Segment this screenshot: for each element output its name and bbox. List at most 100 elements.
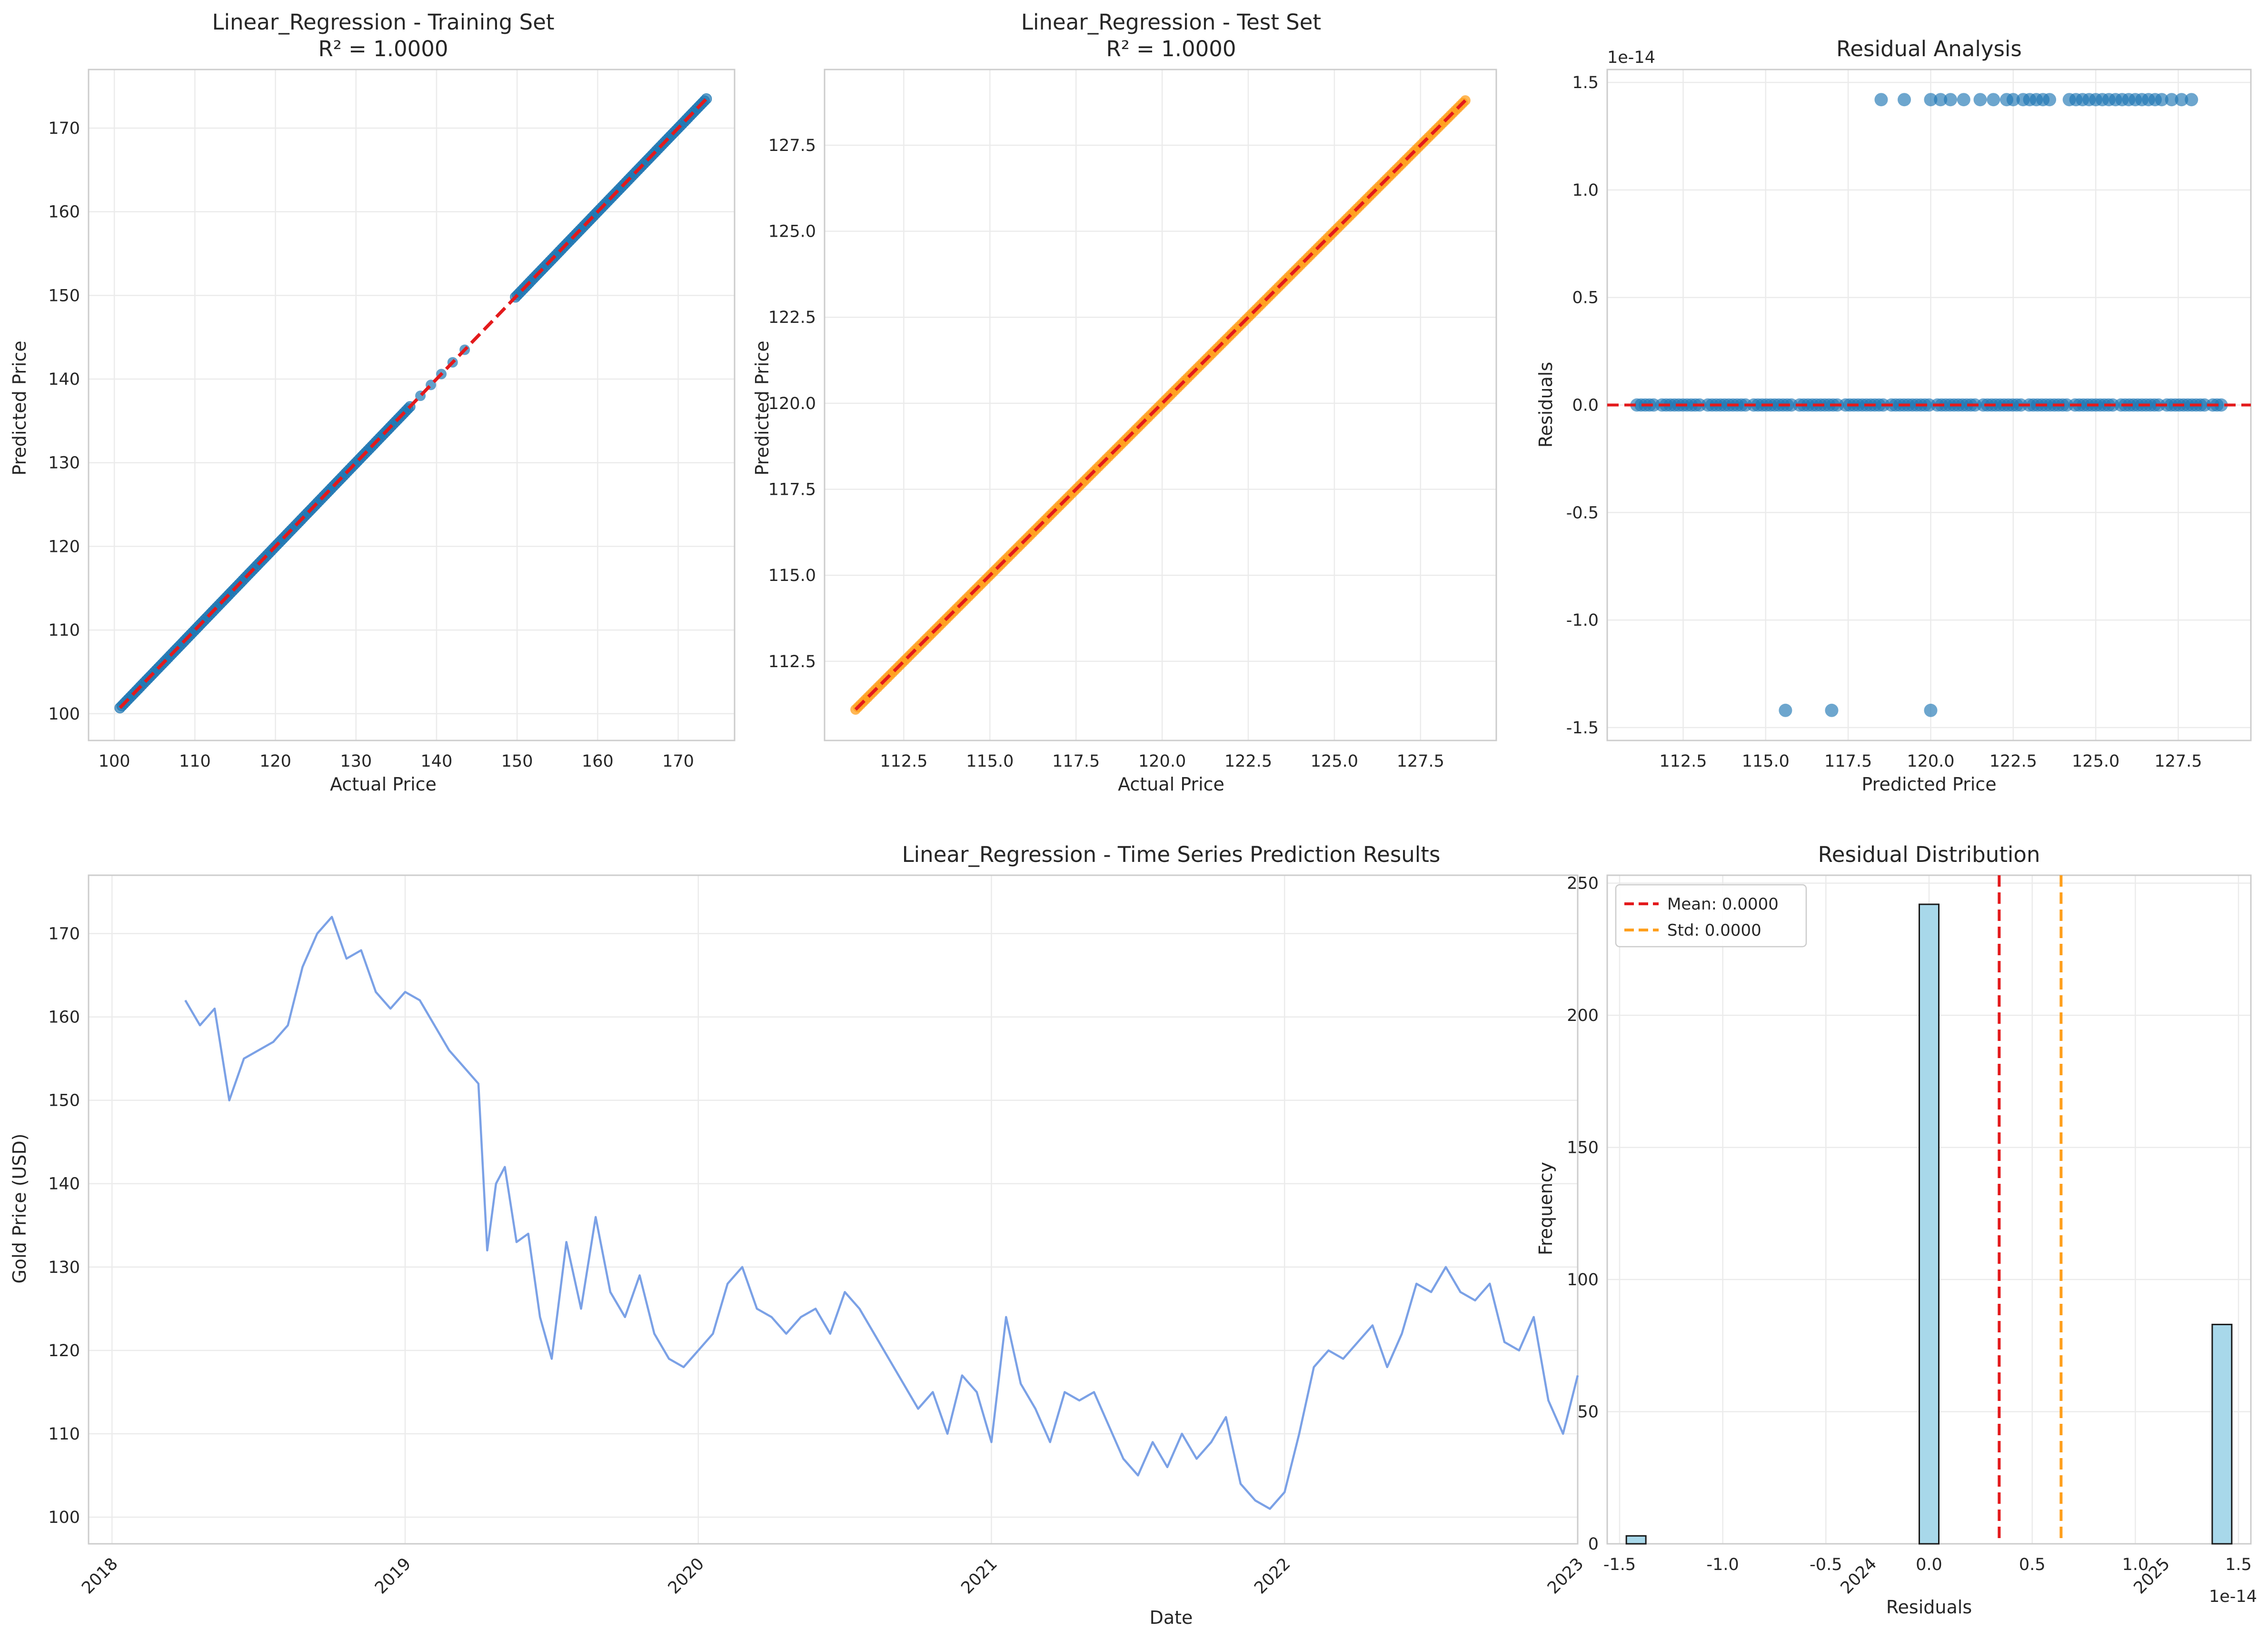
test-ytick-label: 112.5 — [768, 652, 816, 671]
test-subtitle: R² = 1.0000 — [1106, 36, 1236, 61]
training-xtick-label: 100 — [99, 752, 130, 771]
residual-analysis-title: Residual Analysis — [1836, 36, 2022, 61]
residual-distribution-ytick-label: 50 — [1577, 1403, 1599, 1422]
residual-analysis-xtick-label: 120.0 — [1907, 752, 1954, 771]
histogram-bars — [1625, 903, 2233, 1545]
residual-point — [2155, 93, 2169, 107]
test-ytick-label: 115.0 — [768, 566, 816, 585]
residual-analysis-xtick-label: 125.0 — [2072, 752, 2119, 771]
residual-distribution-title: Residual Distribution — [1818, 842, 2040, 867]
time-series-panel: Linear_Regression - Time Series Predicti… — [9, 842, 1440, 1628]
legend-box — [1615, 884, 1807, 948]
training-xtick-label: 110 — [179, 752, 211, 771]
residual-analysis-ytick-label: 0.0 — [1572, 396, 1599, 415]
time-series-frame — [88, 874, 1579, 1545]
histogram-bar — [1625, 1535, 1647, 1545]
residual-analysis-ytick-label: 1.5 — [1572, 73, 1599, 92]
test-ytick-label: 122.5 — [768, 308, 816, 327]
training-xtick-label: 140 — [421, 752, 453, 771]
residual-distribution-xtick-label: -1.0 — [1707, 1555, 1739, 1574]
time-series-ytick-label: 160 — [48, 1008, 80, 1027]
training-subtitle: R² = 1.0000 — [318, 36, 448, 61]
residual-analysis-ytick-label: -1.5 — [1566, 719, 1599, 738]
residual-analysis-ytick-label: -0.5 — [1566, 503, 1599, 522]
training-ytick-label: 140 — [48, 370, 80, 389]
residual-distribution-ylabel: Frequency — [1535, 1162, 1556, 1255]
residual-analysis-ytick-label: 1.0 — [1572, 181, 1599, 200]
residual-point — [1924, 93, 1938, 107]
test-title: Linear_Regression - Test Set — [1021, 10, 1321, 35]
training-xtick-label: 150 — [501, 752, 533, 771]
training-ytick-label: 100 — [48, 705, 80, 724]
test-set-panel: Linear_Regression - Test Set R² = 1.0000… — [752, 10, 1321, 795]
test-xlabel: Actual Price — [1118, 774, 1224, 795]
residual-analysis-ytick-label: -1.0 — [1566, 611, 1599, 630]
residual-point — [1973, 93, 1987, 107]
residual-distribution-xtick-label: -1.5 — [1603, 1555, 1636, 1574]
residual-point — [1825, 703, 1839, 717]
training-title: Linear_Regression - Training Set — [212, 10, 554, 35]
test-xtick-label: 115.0 — [966, 752, 1014, 771]
test-ytick-label: 120.0 — [768, 394, 816, 413]
test-frame — [824, 69, 1497, 741]
time-series-xlabel: Date — [1150, 1607, 1193, 1628]
residual-distribution-ytick-label: 200 — [1567, 1006, 1599, 1025]
training-xtick-label: 160 — [582, 752, 614, 771]
test-xtick-label: 120.0 — [1138, 752, 1186, 771]
residual-distribution-ytick-label: 150 — [1567, 1139, 1599, 1158]
time-series-ytick-label: 110 — [48, 1425, 80, 1444]
residual-distribution-offset-text: 1e-14 — [2209, 1587, 2257, 1606]
residual-distribution-ytick-label: 250 — [1567, 874, 1599, 893]
residual-analysis-ytick-label: 0.5 — [1572, 289, 1599, 308]
residual-distribution-xtick-label: 0.0 — [1916, 1555, 1942, 1574]
residual-distribution-xtick-label: -0.5 — [1810, 1555, 1842, 1574]
time-series-ytick-label: 140 — [48, 1175, 80, 1194]
residual-analysis-xtick-label: 122.5 — [1989, 752, 2037, 771]
training-xtick-label: 130 — [340, 752, 372, 771]
training-xlabel: Actual Price — [330, 774, 437, 795]
residual-point — [1987, 93, 2000, 107]
histogram-legend: Mean: 0.0000 Std: 0.0000 — [1615, 884, 1807, 948]
training-ytick-label: 110 — [48, 621, 80, 640]
training-ylabel: Predicted Price — [9, 340, 30, 475]
residual-point — [2165, 93, 2178, 107]
training-xtick-label: 170 — [662, 752, 694, 771]
time-series-line — [184, 916, 1579, 1510]
time-series-ytick-label: 100 — [48, 1508, 80, 1527]
time-series-title: Linear_Regression - Time Series Predicti… — [902, 842, 1441, 867]
training-ytick-label: 160 — [48, 203, 80, 222]
residual-point — [1957, 93, 1970, 107]
residual-distribution-xlabel: Residuals — [1886, 1597, 1972, 1618]
time-series-ytick-label: 170 — [48, 925, 80, 944]
legend-label: Std: 0.0000 — [1667, 921, 1761, 940]
test-xtick-label: 127.5 — [1397, 752, 1444, 771]
training-set-panel: Linear_Regression - Training Set R² = 1.… — [9, 10, 555, 795]
residual-distribution-xtick-label: 1.0 — [2122, 1555, 2149, 1574]
residual-point — [2175, 93, 2188, 107]
training-frame — [88, 69, 736, 741]
time-series-ytick-label: 130 — [48, 1258, 80, 1277]
residual-distribution-panel: Residual Distribution 1e-14 Residuals Fr… — [1535, 842, 2257, 1618]
test-xtick-label: 117.5 — [1052, 752, 1100, 771]
residual-point — [1934, 93, 1948, 107]
residual-point — [2214, 398, 2228, 412]
residual-analysis-xtick-label: 117.5 — [1824, 752, 1872, 771]
training-reference-line — [119, 98, 708, 709]
test-ylabel: Predicted Price — [752, 340, 773, 475]
test-xtick-label: 122.5 — [1224, 752, 1272, 771]
residual-analysis-xtick-label: 115.0 — [1742, 752, 1790, 771]
histogram-bar — [2211, 1323, 2233, 1545]
residual-point — [1779, 703, 1792, 717]
residual-analysis-ylabel: Residuals — [1535, 362, 1556, 448]
residual-point — [1898, 93, 1911, 107]
training-ytick-label: 120 — [48, 537, 80, 556]
residual-point — [2043, 93, 2057, 107]
residual-analysis-panel: Residual Analysis 1e-14 Predicted Price … — [1535, 36, 2022, 795]
test-ytick-label: 117.5 — [768, 480, 816, 500]
residual-distribution-xtick-label: 1.5 — [2225, 1555, 2252, 1574]
residual-analysis-xtick-label: 127.5 — [2154, 752, 2202, 771]
residual-analysis-xlabel: Predicted Price — [1861, 774, 1996, 795]
residual-analysis-offset-text: 1e-14 — [1607, 48, 1655, 67]
test-ytick-label: 127.5 — [768, 136, 816, 155]
